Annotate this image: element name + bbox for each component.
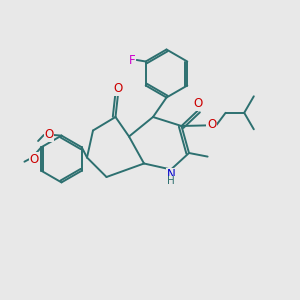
Text: O: O bbox=[45, 128, 54, 142]
Text: O: O bbox=[113, 82, 122, 95]
Text: O: O bbox=[194, 97, 203, 110]
Text: F: F bbox=[129, 53, 135, 67]
Text: O: O bbox=[30, 153, 39, 166]
Text: H: H bbox=[167, 176, 175, 187]
Text: N: N bbox=[167, 168, 176, 182]
Text: O: O bbox=[207, 118, 216, 131]
